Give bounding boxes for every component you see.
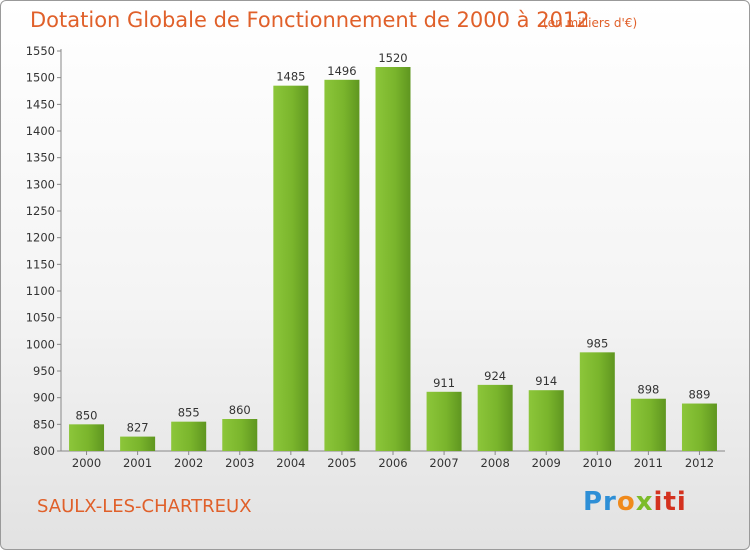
bar-value-label: 850 <box>76 408 98 422</box>
bar <box>426 391 462 451</box>
bar-value-label: 898 <box>637 383 659 397</box>
y-tick-label: 1450 <box>26 97 55 111</box>
bar <box>375 67 411 451</box>
logo-part: o <box>616 487 636 517</box>
y-tick-label: 1350 <box>26 151 55 165</box>
bar-value-label: 985 <box>586 336 608 350</box>
y-axis: 800 850 900 950 1000 1050 1100 1150 1200 1250 1300… <box>26 44 62 458</box>
y-tick-label: 1400 <box>26 124 55 138</box>
y-tick-label: 950 <box>33 364 55 378</box>
x-tick-label: 2001 <box>123 456 152 470</box>
x-axis: 2000 2001 2002 2003 2004 2005 2006 2007 2008 2009… <box>61 450 725 470</box>
bar <box>120 436 156 451</box>
bar-value-label: 889 <box>688 388 710 402</box>
x-tick-label: 2011 <box>634 456 663 470</box>
y-tick-label: 1300 <box>26 177 55 191</box>
y-tick-label: 1250 <box>26 204 55 218</box>
chart-title: Dotation Globale de Fonctionnement de 20… <box>30 8 590 32</box>
bar <box>630 398 666 451</box>
y-tick-label: 800 <box>33 444 55 458</box>
y-tick-label: 1000 <box>26 337 55 351</box>
y-tick-label: 850 <box>33 417 55 431</box>
y-tick-label: 1150 <box>26 257 55 271</box>
x-tick-label: 2000 <box>72 456 101 470</box>
location-name: SAULX-LES-CHARTREUX <box>37 496 252 517</box>
logo-part: iti <box>653 487 687 517</box>
x-tick-label: 2008 <box>481 456 510 470</box>
bars: 850 827 855 860 1485 1496 1520 911 924 914 985 898 8… <box>69 51 717 452</box>
bar <box>273 85 309 452</box>
x-tick-label: 2002 <box>174 456 203 470</box>
bar <box>528 390 564 451</box>
chart-subtitle: (en milliers d'€) <box>543 16 638 30</box>
x-tick-label: 2004 <box>276 456 305 470</box>
bar-value-label: 914 <box>535 374 557 388</box>
x-tick-label: 2003 <box>225 456 254 470</box>
logo-part: x <box>635 487 654 517</box>
bar <box>681 403 717 451</box>
bar-value-label: 1520 <box>378 51 407 65</box>
y-tick-label: 1550 <box>26 44 55 58</box>
bar-value-label: 860 <box>229 403 251 417</box>
bar <box>579 352 615 451</box>
x-tick-label: 2010 <box>583 456 612 470</box>
x-tick-label: 2005 <box>327 456 356 470</box>
bar-value-label: 924 <box>484 369 506 383</box>
x-tick-label: 2007 <box>429 456 458 470</box>
bar-value-label: 827 <box>127 421 149 435</box>
y-tick-label: 1100 <box>26 284 55 298</box>
bar <box>222 419 258 451</box>
y-tick-label: 1200 <box>26 231 55 245</box>
bar-value-label: 1485 <box>276 70 305 84</box>
bar-value-label: 911 <box>433 376 455 390</box>
bar <box>324 79 360 452</box>
bar <box>477 384 513 451</box>
x-tick-label: 2006 <box>378 456 407 470</box>
proxiti-logo: Proxiti <box>583 487 687 517</box>
bar-value-label: 855 <box>178 406 200 420</box>
y-tick-label: 1500 <box>26 71 55 85</box>
bar-value-label: 1496 <box>327 64 356 78</box>
y-tick-label: 900 <box>33 391 55 405</box>
logo-part: Pr <box>583 487 617 517</box>
x-tick-label: 2009 <box>532 456 561 470</box>
x-tick-label: 2012 <box>685 456 714 470</box>
bar <box>171 421 207 451</box>
y-tick-label: 1050 <box>26 311 55 325</box>
bar <box>69 424 105 451</box>
